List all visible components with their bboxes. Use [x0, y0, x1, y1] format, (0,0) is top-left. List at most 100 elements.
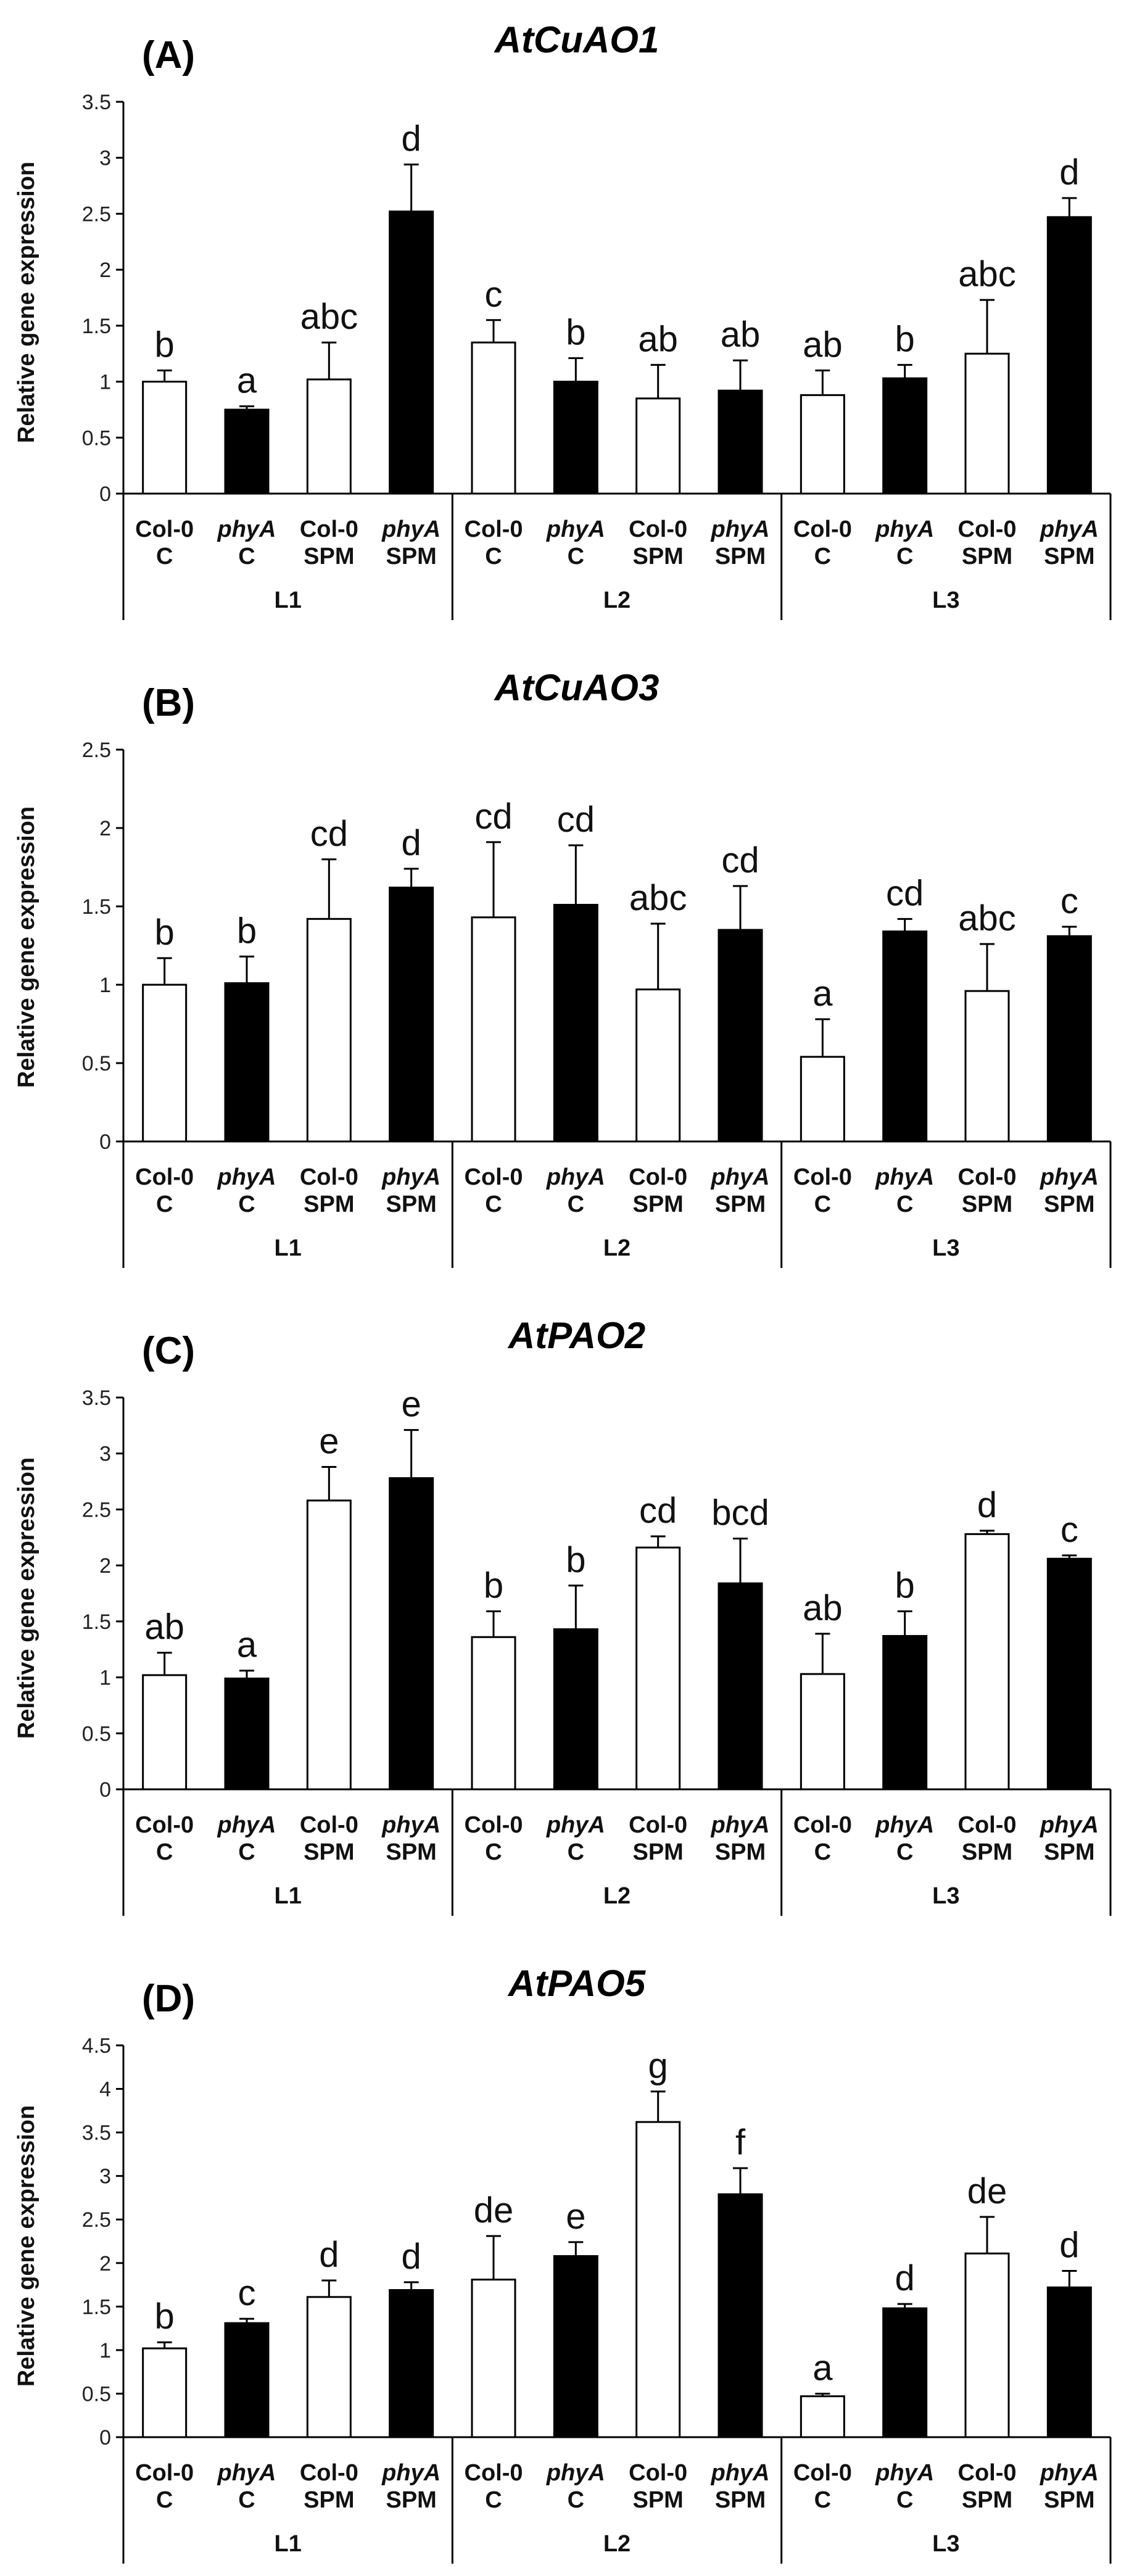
category-line-1: phyA	[217, 516, 276, 542]
category-line-2: SPM	[1044, 2487, 1094, 2513]
bar	[142, 984, 188, 1143]
category-line-2: SPM	[304, 2487, 354, 2513]
group-label: L3	[932, 1883, 959, 1909]
y-tick-label: 2	[99, 1554, 111, 1578]
category-line-1: phyA	[217, 1812, 276, 1838]
category-label: phyA C	[546, 516, 605, 569]
category-label: Col-0 SPM	[958, 1812, 1017, 1865]
category-line-2: SPM	[715, 544, 766, 569]
significance-letter: ab	[803, 325, 843, 365]
significance-letter: d	[977, 1485, 997, 1525]
bar	[306, 1499, 352, 1791]
bar	[718, 929, 763, 1143]
significance-letter: bcd	[711, 1493, 769, 1533]
category-line-1: Col-0	[465, 1812, 523, 1838]
y-tick-label: 1	[99, 2339, 111, 2363]
significance-letter: cd	[310, 814, 348, 854]
y-tick-label: 3.5	[82, 2121, 111, 2145]
significance-letter: abc	[300, 297, 358, 337]
y-axis-label: Relative gene expression	[14, 162, 39, 443]
category-line-2: C	[485, 544, 502, 569]
significance-letter: a	[813, 2348, 833, 2388]
category-label: Col-0 C	[135, 516, 194, 569]
category-line-2: C	[896, 544, 913, 569]
category-line-2: C	[238, 1839, 255, 1865]
significance-letter: cd	[474, 797, 512, 837]
significance-letter: d	[319, 2235, 339, 2275]
bar	[389, 210, 434, 495]
bar	[224, 1677, 270, 1791]
category-label: Col-0 C	[465, 516, 523, 569]
category-label: Col-0 C	[135, 1812, 194, 1865]
significance-letter: b	[237, 911, 257, 951]
category-line-2: SPM	[1044, 1839, 1094, 1865]
category-line-2: SPM	[386, 544, 436, 569]
category-line-2: C	[568, 1191, 584, 1217]
category-line-2: C	[568, 1839, 584, 1865]
category-label: Col-0 SPM	[629, 1164, 687, 1217]
significance-letter: a	[237, 360, 257, 400]
group-label: L1	[274, 1235, 301, 1261]
significance-letter: b	[566, 312, 585, 352]
bar	[553, 381, 598, 495]
panel-title: AtPAO2	[507, 1315, 645, 1356]
category-line-1: phyA	[381, 2460, 440, 2486]
category-line-1: phyA	[217, 2460, 276, 2486]
category-label: phyA C	[546, 1812, 605, 1865]
category-line-1: phyA	[711, 1812, 770, 1838]
bar	[1046, 2286, 1092, 2438]
group-label: L3	[932, 2531, 959, 2557]
category-line-1: phyA	[875, 1164, 934, 1190]
category-label: phyA SPM	[711, 1164, 770, 1217]
y-tick-label: 1.5	[82, 315, 111, 338]
category-line-1: phyA	[1040, 1164, 1099, 1190]
category-label: phyA SPM	[1040, 1812, 1099, 1865]
group-label: L2	[603, 2531, 631, 2557]
category-line-2: C	[568, 544, 584, 569]
category-line-1: phyA	[1040, 2460, 1099, 2486]
y-tick-label: 1.5	[82, 1610, 111, 1634]
group-label: L2	[603, 587, 631, 613]
category-line-1: phyA	[381, 516, 440, 542]
category-line-2: SPM	[1044, 544, 1094, 569]
bar	[635, 397, 681, 495]
bar	[553, 903, 598, 1143]
category-line-1: phyA	[546, 1812, 605, 1838]
significance-letter: abc	[958, 254, 1016, 294]
category-line-2: C	[156, 1839, 173, 1865]
category-line-1: Col-0	[135, 1812, 194, 1838]
category-line-2: SPM	[962, 1191, 1012, 1217]
y-tick-label: 2.5	[82, 202, 111, 226]
category-line-1: Col-0	[135, 2460, 194, 2486]
panel-letter: (C)	[142, 1330, 195, 1372]
bar	[964, 352, 1010, 495]
y-tick-label: 3	[99, 1443, 111, 1466]
y-tick-label: 3	[99, 2165, 111, 2189]
y-tick-label: 0.5	[82, 1722, 111, 1746]
category-label: phyA C	[875, 1812, 934, 1865]
significance-letter: ab	[638, 319, 678, 359]
bar	[389, 887, 434, 1143]
y-tick-label: 0	[99, 1130, 111, 1154]
category-line-2: SPM	[962, 1839, 1012, 1865]
category-line-1: Col-0	[958, 2460, 1017, 2486]
category-line-2: SPM	[304, 544, 354, 569]
y-tick-label: 2.5	[82, 2208, 111, 2232]
category-line-2: C	[814, 1839, 831, 1865]
bar	[882, 1634, 928, 1791]
category-line-1: phyA	[381, 1812, 440, 1838]
group-label: L2	[603, 1883, 631, 1909]
category-label: Col-0 SPM	[300, 516, 358, 569]
y-tick-label: 1	[99, 1667, 111, 1690]
category-label: phyA C	[875, 2460, 934, 2513]
category-label: Col-0 C	[793, 2460, 852, 2513]
significance-letter: cd	[557, 800, 595, 840]
category-line-1: Col-0	[300, 2460, 358, 2486]
y-tick-label: 4	[99, 2078, 111, 2102]
category-line-1: Col-0	[300, 1164, 358, 1190]
category-line-2: C	[485, 1191, 502, 1217]
category-label: Col-0 SPM	[300, 1812, 358, 1865]
category-line-2: SPM	[962, 544, 1012, 569]
bar	[635, 988, 681, 1143]
panel-letter: (A)	[142, 34, 195, 77]
